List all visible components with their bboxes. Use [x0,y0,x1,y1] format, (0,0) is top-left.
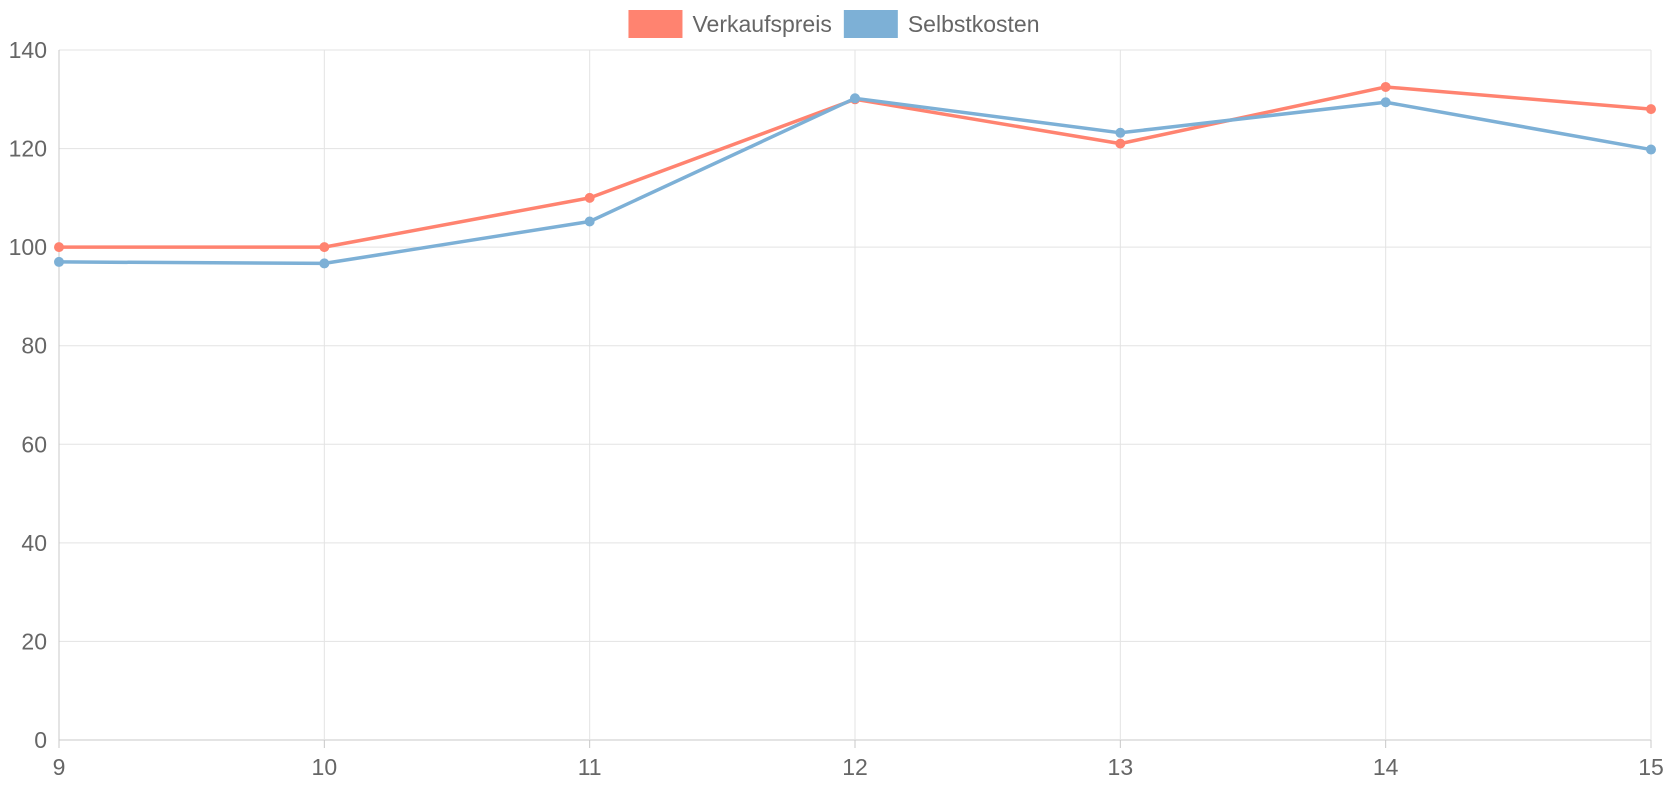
data-point-verkaufspreis[interactable] [1380,81,1391,92]
data-point-verkaufspreis[interactable] [319,242,330,253]
series-layer [54,81,1656,269]
data-point-verkaufspreis[interactable] [1646,104,1656,115]
x-tick-label: 15 [1638,754,1664,780]
y-tick-label: 100 [9,234,47,260]
legend-label-verkaufspreis[interactable]: Verkaufspreis [692,11,831,37]
legend: Verkaufspreis Selbstkosten [628,10,1040,38]
grid [58,49,1652,741]
data-point-verkaufspreis[interactable] [584,192,595,203]
legend-label-selbstkosten[interactable]: Selbstkosten [908,11,1040,37]
x-tick-label: 12 [842,754,868,780]
y-tick-label: 60 [21,431,47,457]
y-tick-label: 0 [34,727,47,753]
data-point-selbstkosten[interactable] [1115,127,1126,138]
data-point-selbstkosten[interactable] [584,216,595,227]
data-point-verkaufspreis[interactable] [1115,138,1126,149]
x-tick-label: 9 [53,754,66,780]
x-tick-label: 11 [578,754,602,780]
data-point-selbstkosten[interactable] [1646,144,1656,155]
data-point-verkaufspreis[interactable] [54,242,64,253]
y-tick-label: 80 [21,333,47,359]
y-tick-label: 40 [21,530,47,556]
data-point-selbstkosten[interactable] [54,256,64,267]
x-tick-label: 13 [1108,754,1134,780]
y-tick-label: 20 [21,628,47,654]
y-tick-label: 140 [9,37,47,63]
x-tick-label: 14 [1373,754,1399,780]
legend-swatch-verkaufspreis[interactable] [628,10,683,38]
data-point-selbstkosten[interactable] [1380,97,1391,108]
data-point-selbstkosten[interactable] [850,93,860,104]
data-point-selbstkosten[interactable] [319,258,330,269]
axes: 0 20 40 60 80 100 120 140 9 10 11 12 13 14 15 [9,37,1664,780]
x-tick-label: 10 [312,754,338,780]
y-tick-label: 120 [9,136,47,162]
legend-swatch-selbstkosten[interactable] [843,10,898,38]
